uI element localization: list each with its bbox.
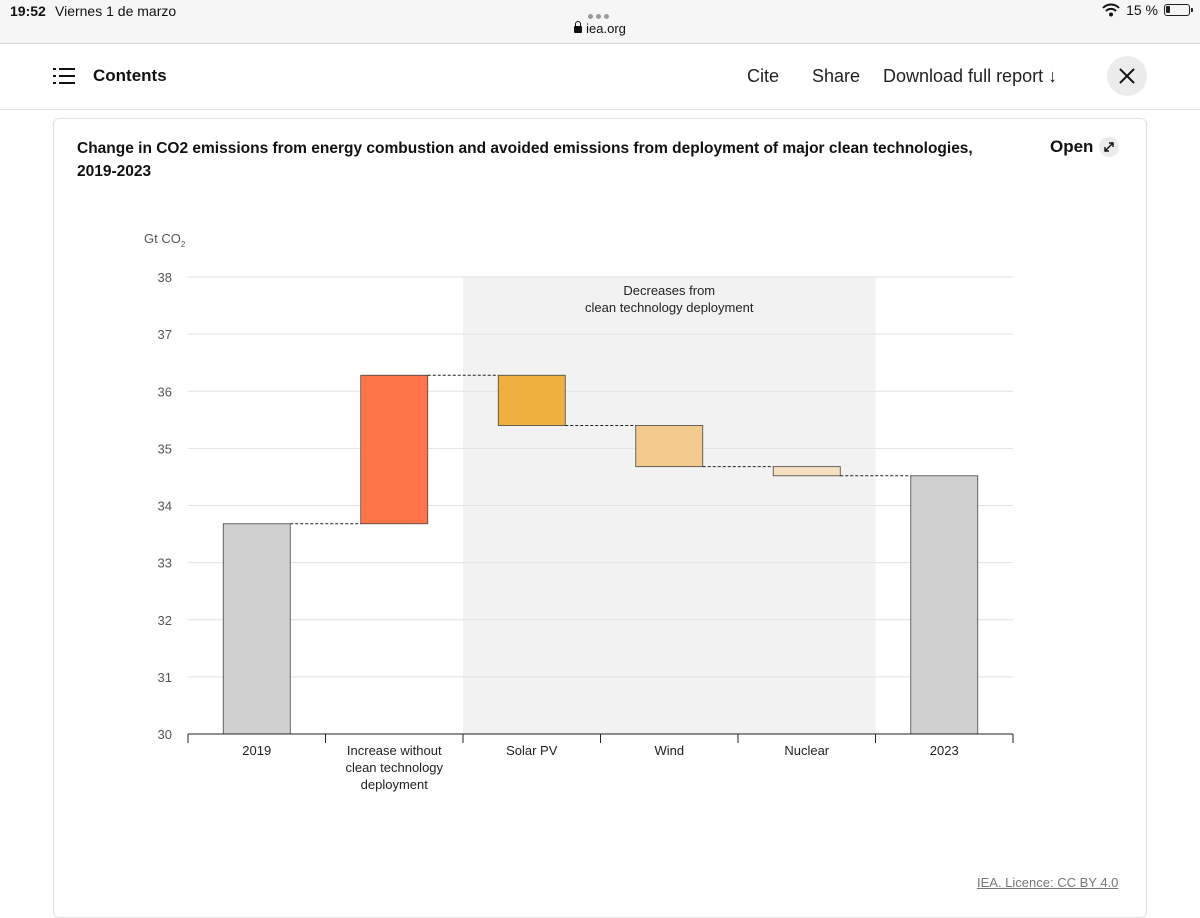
bar-5 [910, 475, 979, 735]
y-tick-label: 35 [158, 441, 172, 456]
y-tick-label: 37 [158, 327, 172, 342]
licence-link[interactable]: IEA. Licence: CC BY 4.0 [977, 875, 1119, 890]
x-tick-label: Solar PV [506, 743, 558, 758]
chart-card: Decreases from clean technology deploymen… [53, 118, 1147, 918]
x-tick-label: 2019 [242, 743, 271, 758]
x-tick-label: Wind [654, 743, 684, 758]
open-label: Open [1050, 137, 1094, 156]
cite-button[interactable]: Cite [747, 66, 780, 86]
wifi-icon [1102, 3, 1120, 17]
url-text: iea.org [586, 21, 626, 36]
lock-icon [574, 21, 583, 33]
x-tick-label: 2023 [930, 743, 959, 758]
x-tick-label: deployment [361, 777, 429, 792]
status-time: 19:52 [10, 3, 46, 19]
open-button[interactable]: Open [1050, 137, 1120, 157]
bar-1 [360, 374, 429, 525]
more-dots-icon[interactable] [588, 6, 614, 19]
status-indicators: 15 % [1102, 2, 1193, 18]
contents-button[interactable]: Contents [93, 66, 167, 85]
address-bar[interactable]: iea.org [0, 21, 1200, 36]
y-tick-label: 36 [158, 384, 172, 399]
y-tick-label: 30 [158, 727, 172, 742]
chart-title: Change in CO2 emissions from energy comb… [77, 140, 973, 180]
x-tick-label: clean technology [345, 760, 443, 775]
battery-icon [1164, 4, 1193, 16]
bar-0 [222, 523, 291, 735]
waterfall-chart: Decreases from clean technology deploymen… [144, 231, 1014, 792]
x-tick-label: Nuclear [784, 743, 829, 758]
expand-arrow-icon [1099, 137, 1120, 157]
y-tick-label: 38 [158, 270, 172, 285]
close-icon[interactable] [1107, 56, 1147, 96]
bar-2 [497, 374, 566, 426]
status-date: Viernes 1 de marzo [55, 3, 177, 19]
list-menu-icon[interactable] [53, 68, 75, 84]
bar-3 [635, 425, 704, 468]
y-axis-label: Gt CO2 [144, 231, 186, 249]
bar-4 [772, 466, 841, 477]
y-tick-label: 34 [158, 499, 172, 514]
status-bar: 19:52 Viernes 1 de marzo iea.org 15 % [0, 0, 1200, 44]
y-tick-label: 32 [158, 613, 172, 628]
share-button[interactable]: Share [812, 66, 861, 86]
download-report-button[interactable]: Download full report ↓ [883, 66, 1058, 86]
battery-percent: 15 % [1126, 2, 1158, 18]
y-tick-label: 33 [158, 556, 172, 571]
region-label: clean technology deployment [585, 300, 754, 315]
region-label: Decreases from [623, 283, 715, 298]
top-nav: Contents Cite Share Download full report… [0, 44, 1200, 110]
y-tick-label: 31 [158, 670, 172, 685]
x-tick-label: Increase without [347, 743, 442, 758]
